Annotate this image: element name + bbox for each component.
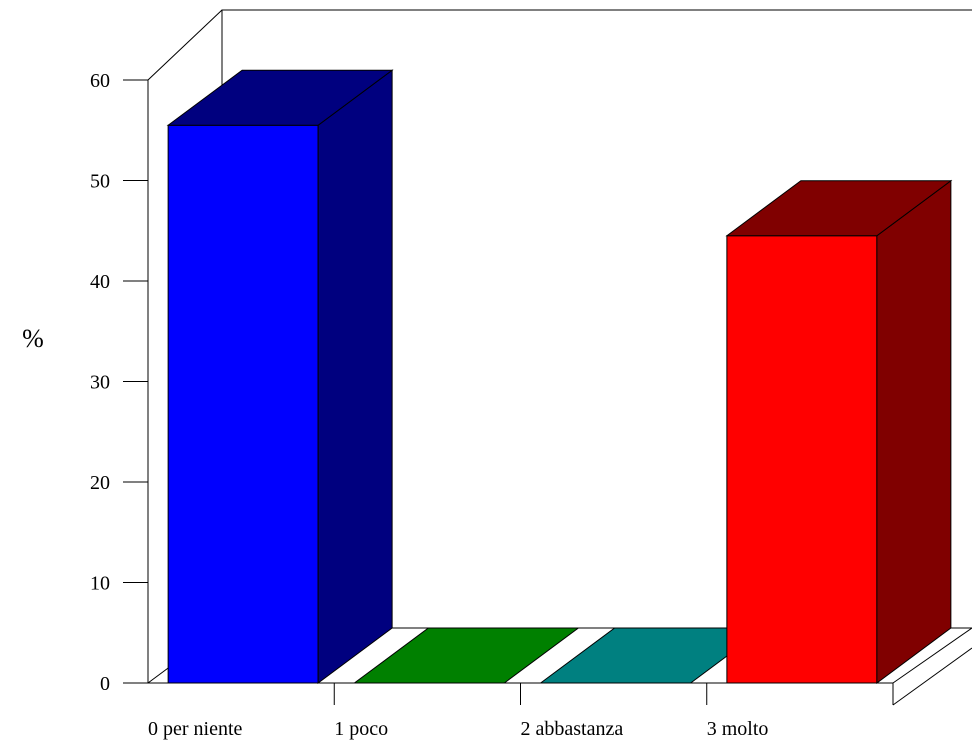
bar-front-face	[167, 124, 319, 684]
bar-side-face	[317, 69, 393, 684]
bar	[725, 179, 953, 684]
y-axis-label: %	[22, 324, 44, 353]
bar-top-face	[352, 627, 580, 684]
y-tick-label: 20	[90, 472, 110, 494]
bar-top-face	[166, 69, 394, 126]
bar-front-face	[726, 235, 878, 684]
x-tick-label: 3 molto	[707, 718, 769, 740]
bar-side-face	[876, 179, 952, 684]
y-tick-label: 40	[90, 271, 110, 293]
bar	[166, 69, 394, 684]
floor-right-top-slant	[892, 627, 972, 684]
y-tick-label: 30	[90, 372, 110, 394]
y-tick-label: 50	[90, 171, 110, 193]
x-tick-label: 0 per niente	[148, 718, 243, 740]
y-tick-label: 0	[100, 673, 110, 695]
bars	[166, 69, 953, 684]
y-axis: 0 10 20 30 40 50 60	[90, 70, 148, 695]
bar	[352, 627, 580, 684]
x-axis: 0 per niente 1 poco 2 abbastanza 3 molto	[148, 683, 768, 740]
y-tick-label: 60	[90, 70, 110, 92]
x-tick-label: 2 abbastanza	[521, 718, 624, 740]
x-tick-label: 1 poco	[334, 718, 388, 740]
y-tick-label: 10	[90, 573, 110, 595]
bar-top-face	[725, 180, 953, 237]
floor-right-slant	[892, 647, 972, 706]
